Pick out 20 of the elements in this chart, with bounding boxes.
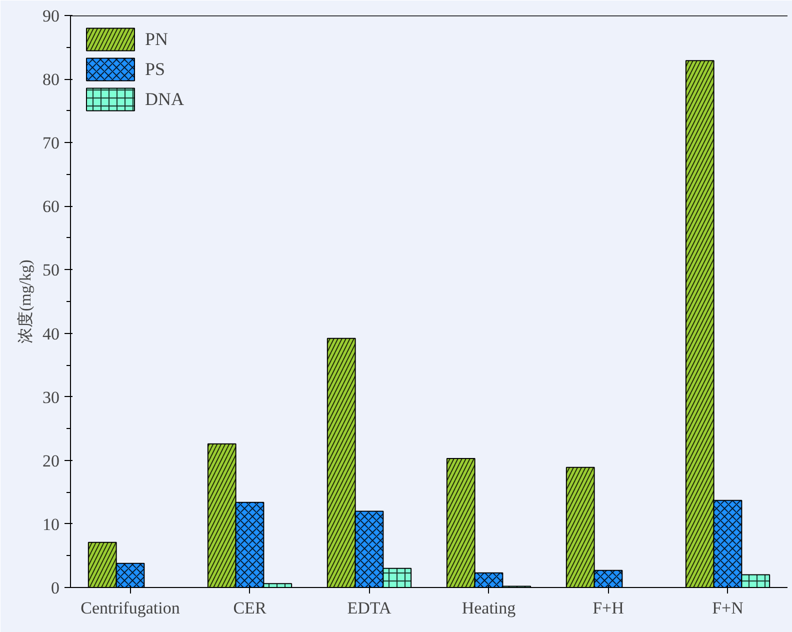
x-tick-label: CER [233, 598, 267, 618]
y-tick-label: 80 [42, 70, 60, 90]
y-tick-label: 40 [42, 324, 60, 344]
y-axis-title: 浓度(mg/kg) [16, 260, 34, 344]
y-tick-label: 10 [42, 514, 60, 534]
x-tick-label: F+H [592, 598, 624, 618]
legend-label: PS [145, 58, 166, 80]
legend-label: DNA [145, 88, 184, 110]
x-tick-label: F+N [712, 598, 744, 618]
x-tick-label: EDTA [347, 598, 392, 618]
y-tick-label: 50 [42, 260, 60, 280]
legend-label: PN [145, 28, 168, 50]
y-tick-label: 60 [42, 197, 60, 216]
x-tick-label: Centrifugation [80, 598, 180, 618]
y-tick-label: 70 [42, 134, 60, 153]
y-tick-label: 0 [51, 578, 60, 598]
y-tick-label: 90 [42, 6, 60, 26]
y-tick-label: 30 [42, 388, 60, 407]
y-tick-label: 20 [42, 451, 60, 470]
x-tick-label: Heating [462, 598, 516, 618]
